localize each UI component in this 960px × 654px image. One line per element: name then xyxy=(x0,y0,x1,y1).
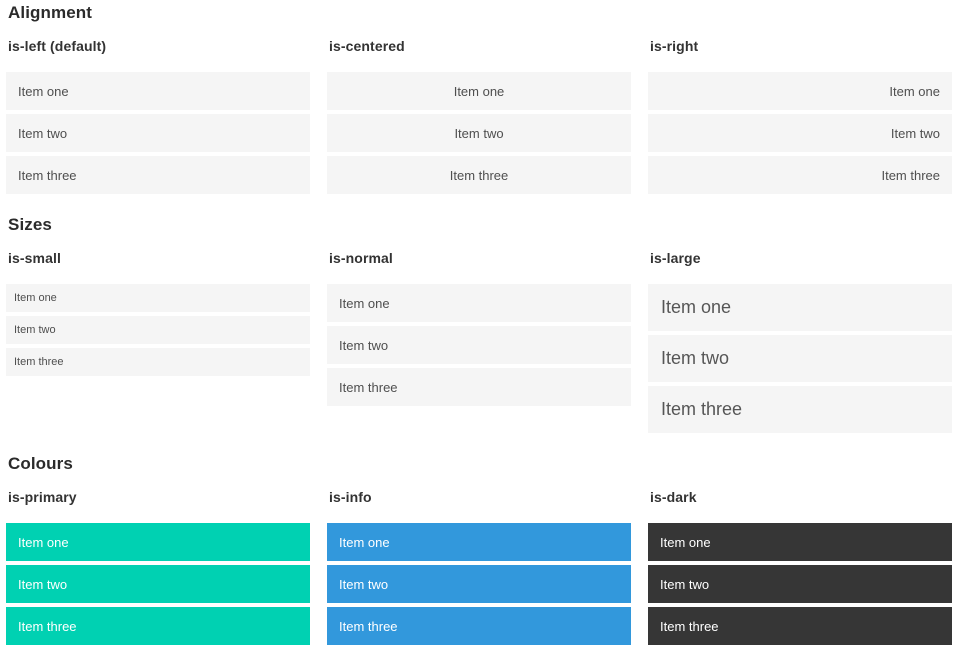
list-item: Item two xyxy=(648,335,952,382)
variant-label-is-normal: is-normal xyxy=(329,250,393,266)
list-item: Item three xyxy=(6,156,310,194)
demo-list-small: Item one Item two Item three xyxy=(6,284,310,376)
section-title-colours: Colours xyxy=(8,454,73,473)
variant-label-is-large: is-large xyxy=(650,250,701,266)
list-item: Item three xyxy=(327,368,631,406)
variant-label-is-primary: is-primary xyxy=(8,489,77,505)
variant-label-is-right: is-right xyxy=(650,38,699,54)
list-item: Item two xyxy=(6,565,310,603)
variant-label-is-left: is-left (default) xyxy=(8,38,107,54)
list-item: Item one xyxy=(648,284,952,331)
demo-list-centered: Item one Item two Item three xyxy=(327,72,631,194)
demo-column-is-info: is-info Item one Item two Item three xyxy=(327,490,631,645)
list-item: Item three xyxy=(6,348,310,376)
demo-list-large: Item one Item two Item three xyxy=(648,284,952,433)
list-item: Item one xyxy=(6,284,310,312)
section-colours: Colours is-primary Item one Item two Ite… xyxy=(6,455,952,645)
list-item: Item two xyxy=(327,326,631,364)
demo-list-dark: Item one Item two Item three xyxy=(648,523,952,645)
list-item: Item two xyxy=(648,565,952,603)
alignment-columns: is-left (default) Item one Item two Item… xyxy=(6,39,952,194)
demo-list-left: Item one Item two Item three xyxy=(6,72,310,194)
demo-column-is-dark: is-dark Item one Item two Item three xyxy=(648,490,952,645)
list-item: Item two xyxy=(6,114,310,152)
list-item: Item two xyxy=(327,565,631,603)
list-item: Item one xyxy=(648,72,952,110)
list-item: Item one xyxy=(327,72,631,110)
list-item: Item three xyxy=(6,607,310,645)
sizes-columns: is-small Item one Item two Item three is… xyxy=(6,251,952,433)
section-alignment: Alignment is-left (default) Item one Ite… xyxy=(6,4,952,194)
list-item: Item one xyxy=(6,72,310,110)
list-item: Item one xyxy=(327,284,631,322)
section-title-alignment: Alignment xyxy=(8,3,93,22)
list-item: Item two xyxy=(6,316,310,344)
list-item: Item three xyxy=(327,156,631,194)
variant-label-is-info: is-info xyxy=(329,489,372,505)
variant-label-is-centered: is-centered xyxy=(329,38,405,54)
list-item: Item three xyxy=(648,607,952,645)
list-item: Item three xyxy=(648,386,952,433)
list-item: Item one xyxy=(327,523,631,561)
colours-columns: is-primary Item one Item two Item three … xyxy=(6,490,952,645)
list-item: Item one xyxy=(648,523,952,561)
section-sizes: Sizes is-small Item one Item two Item th… xyxy=(6,216,952,433)
variant-label-is-small: is-small xyxy=(8,250,61,266)
demo-column-is-primary: is-primary Item one Item two Item three xyxy=(6,490,310,645)
demo-column-is-centered: is-centered Item one Item two Item three xyxy=(327,39,631,194)
list-item: Item two xyxy=(327,114,631,152)
demo-column-is-small: is-small Item one Item two Item three xyxy=(6,251,310,376)
demo-column-is-large: is-large Item one Item two Item three xyxy=(648,251,952,433)
demo-list-normal: Item one Item two Item three xyxy=(327,284,631,406)
demo-column-is-left: is-left (default) Item one Item two Item… xyxy=(6,39,310,194)
list-item: Item two xyxy=(648,114,952,152)
list-item: Item three xyxy=(648,156,952,194)
list-item: Item three xyxy=(327,607,631,645)
section-title-sizes: Sizes xyxy=(8,215,52,234)
demo-list-info: Item one Item two Item three xyxy=(327,523,631,645)
list-item: Item one xyxy=(6,523,310,561)
demo-column-is-normal: is-normal Item one Item two Item three xyxy=(327,251,631,406)
demo-list-primary: Item one Item two Item three xyxy=(6,523,310,645)
demo-column-is-right: is-right Item one Item two Item three xyxy=(648,39,952,194)
demo-list-right: Item one Item two Item three xyxy=(648,72,952,194)
variant-label-is-dark: is-dark xyxy=(650,489,697,505)
list-component-demo-page: Alignment is-left (default) Item one Ite… xyxy=(6,4,952,645)
